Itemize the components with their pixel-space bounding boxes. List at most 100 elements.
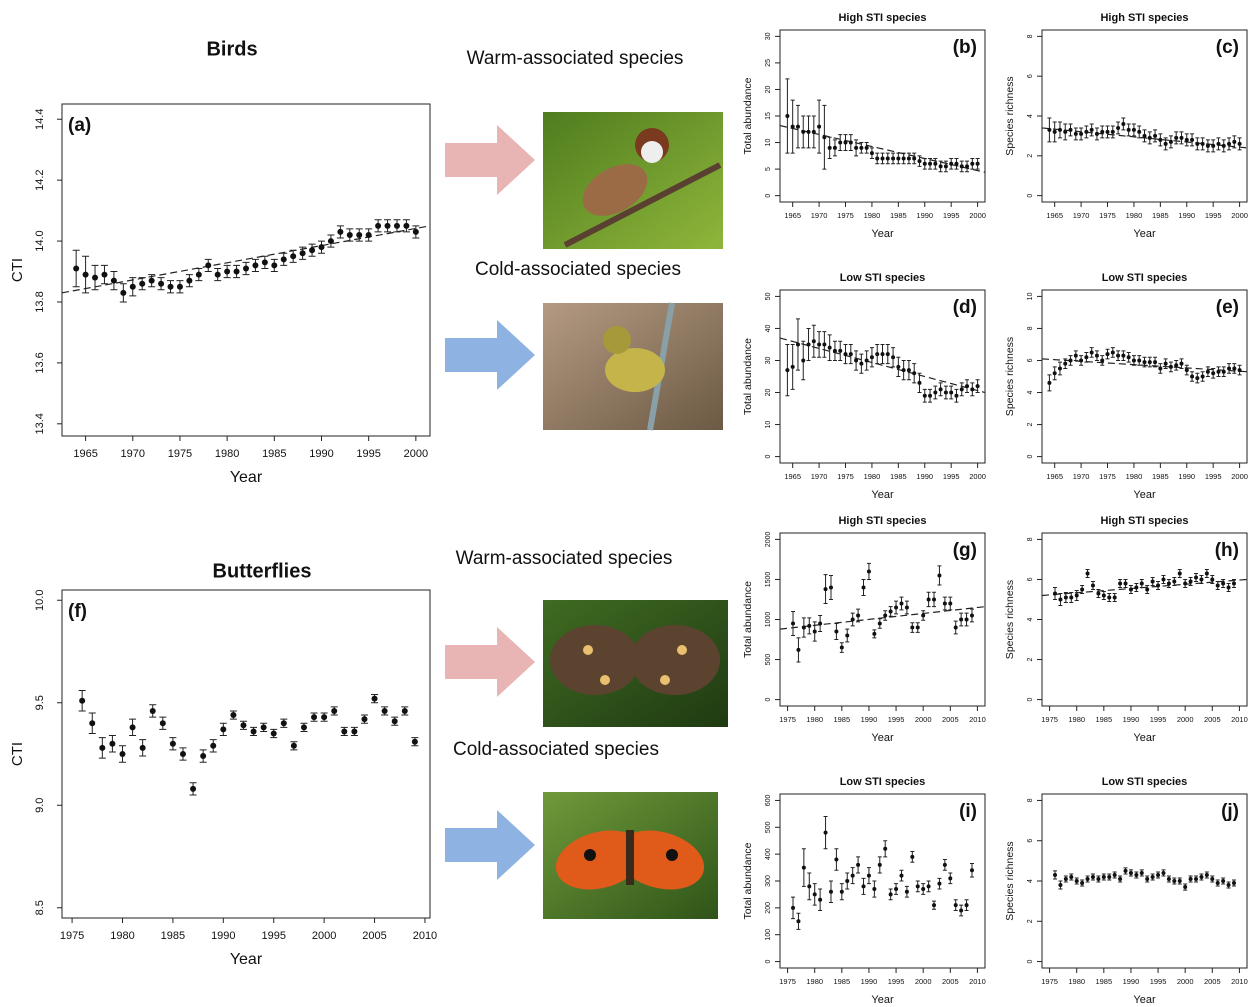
point [965, 384, 969, 388]
point [954, 626, 958, 630]
point [1086, 877, 1090, 881]
point [1216, 881, 1220, 885]
plot-frame [780, 794, 985, 968]
point [1156, 873, 1160, 877]
point [291, 743, 297, 749]
y-tick-label: 4 [1027, 390, 1034, 394]
point [824, 587, 828, 591]
point [1132, 128, 1136, 132]
x-tick-label: 1970 [811, 211, 828, 220]
point [1095, 354, 1099, 358]
y-tick-label: 40 [765, 324, 772, 332]
x-tick-label: 2000 [1177, 977, 1194, 986]
point [341, 728, 347, 734]
point [1183, 885, 1187, 889]
point [894, 887, 898, 891]
point [1222, 144, 1226, 148]
point [1079, 132, 1083, 136]
y-tick-label: 4 [1027, 879, 1034, 883]
point [905, 890, 909, 894]
point [240, 722, 246, 728]
point [932, 597, 936, 601]
y-tick-label: 2000 [765, 532, 772, 548]
point [73, 265, 79, 271]
point [382, 708, 388, 714]
point [1221, 581, 1225, 585]
x-tick-label: 1995 [261, 930, 285, 942]
point [1179, 362, 1183, 366]
point [1053, 130, 1057, 134]
x-axis-label: Year [871, 489, 894, 501]
point [921, 887, 925, 891]
point [910, 626, 914, 630]
point [1047, 128, 1051, 132]
point [927, 884, 931, 888]
x-tick-label: 1975 [837, 211, 854, 220]
point [1080, 587, 1084, 591]
point [1227, 883, 1231, 887]
point [1086, 571, 1090, 575]
arrow [445, 320, 535, 390]
point [1216, 142, 1220, 146]
x-tick-label: 1970 [811, 472, 828, 481]
point [927, 597, 931, 601]
panel-title: Low STI species [1102, 272, 1188, 284]
y-axis-label: Species richness [1004, 337, 1016, 416]
point [119, 751, 125, 757]
x-tick-label: 1990 [861, 715, 878, 724]
photo [543, 303, 723, 430]
point [902, 156, 906, 160]
point [1107, 875, 1111, 879]
point [939, 164, 943, 168]
point [891, 355, 895, 359]
group-label: Cold-associated species [475, 259, 681, 280]
y-tick-label: 0 [765, 960, 772, 964]
point [1227, 142, 1231, 146]
point [970, 387, 974, 391]
point [366, 232, 372, 238]
point [875, 156, 879, 160]
point [372, 696, 378, 702]
y-tick-label: 0 [1027, 194, 1034, 198]
y-tick-label: 5 [765, 167, 772, 171]
point [949, 162, 953, 166]
point [1143, 134, 1147, 138]
panel-label: (a) [68, 115, 91, 136]
x-tick-label: 1975 [779, 977, 796, 986]
point [1174, 363, 1178, 367]
x-tick-label: 2000 [915, 715, 932, 724]
panel-label: (e) [1216, 297, 1239, 318]
x-tick-label: 1980 [110, 930, 134, 942]
x-tick-label: 1980 [806, 977, 823, 986]
x-tick-label: 2010 [969, 715, 986, 724]
point [954, 394, 958, 398]
point [1189, 877, 1193, 881]
point [1124, 869, 1128, 873]
point [1124, 581, 1128, 585]
x-tick-label: 2005 [1204, 977, 1221, 986]
point [1106, 352, 1110, 356]
point [1216, 583, 1220, 587]
y-tick-label: 500 [765, 654, 772, 666]
x-tick-label: 1965 [784, 472, 801, 481]
x-tick-label: 1975 [1041, 977, 1058, 986]
point [1111, 350, 1115, 354]
point [822, 342, 826, 346]
x-tick-label: 1995 [888, 715, 905, 724]
group-label: Cold-associated species [453, 739, 659, 760]
x-tick-label: 1990 [309, 448, 333, 460]
point [845, 634, 849, 638]
point [1064, 595, 1068, 599]
x-tick-label: 1980 [215, 448, 239, 460]
point [959, 909, 963, 913]
point [883, 847, 887, 851]
y-tick-label: 4 [1027, 617, 1034, 621]
y-tick-label: 30 [765, 32, 772, 40]
point [907, 368, 911, 372]
x-tick-label: 1995 [1205, 472, 1222, 481]
point [1153, 360, 1157, 364]
panel-title: Low STI species [840, 272, 926, 284]
x-axis-label: Year [871, 994, 894, 1006]
point [872, 887, 876, 891]
panel-label: (h) [1215, 540, 1239, 561]
